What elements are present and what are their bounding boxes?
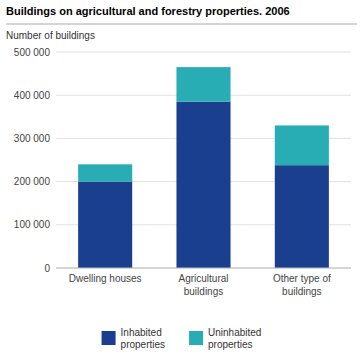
x-tick-label: Dwelling houses [69,273,142,284]
legend-label: Inhabitedproperties [121,327,165,350]
y-tick-label: 100 000 [14,219,51,230]
bars [78,67,329,268]
grid [56,52,351,268]
legend-swatch [102,331,116,345]
grid-line [56,52,351,53]
y-tick-label: 300 000 [14,133,51,144]
x-ticks: Dwelling housesAgriculturalbuildingsOthe… [69,273,331,297]
bar [176,67,230,102]
text-line: Uninhabited [208,327,261,338]
text-line: properties [208,339,252,350]
y-tick-label: 500 000 [14,47,51,58]
grid-line [56,268,351,269]
legend-item: Uninhabitedproperties [189,327,261,350]
legend-label: Uninhabitedproperties [208,327,261,350]
text-line: buildings [184,286,223,297]
text-line: Inhabited [121,327,162,338]
separator [6,24,357,25]
y-tick-label: 200 000 [14,176,51,187]
legend-swatch [189,331,203,345]
y-ticks: 0 100 000 200 000 300 000 400 000 500 000 [14,47,51,274]
x-axis-line [56,268,351,269]
chart-svg: Buildings on agricultural and forestry p… [0,0,363,362]
bar [275,165,329,268]
text-line: Other type of [273,273,331,284]
x-tick-label: Agricultural buildings [178,273,228,297]
text-line: buildings [282,286,321,297]
text-line: Agricultural [178,273,228,284]
x-tick-label: Other type of buildings [273,273,331,297]
legend-item: Inhabitedproperties [102,327,165,350]
bar [78,182,132,268]
bar [78,164,132,181]
title: Buildings on agricultural and forestry p… [6,5,290,17]
bar [275,125,329,165]
text-line: Dwelling houses [69,273,142,284]
legend: InhabitedpropertiesUninhabitedproperties [102,327,262,350]
bar [176,102,230,268]
chart-container: Buildings on agricultural and forestry p… [0,0,363,362]
y-tick-label: 0 [44,263,50,274]
text-line: properties [121,339,165,350]
y-axis-label: Number of buildings [6,30,95,41]
y-tick-label: 400 000 [14,90,51,101]
